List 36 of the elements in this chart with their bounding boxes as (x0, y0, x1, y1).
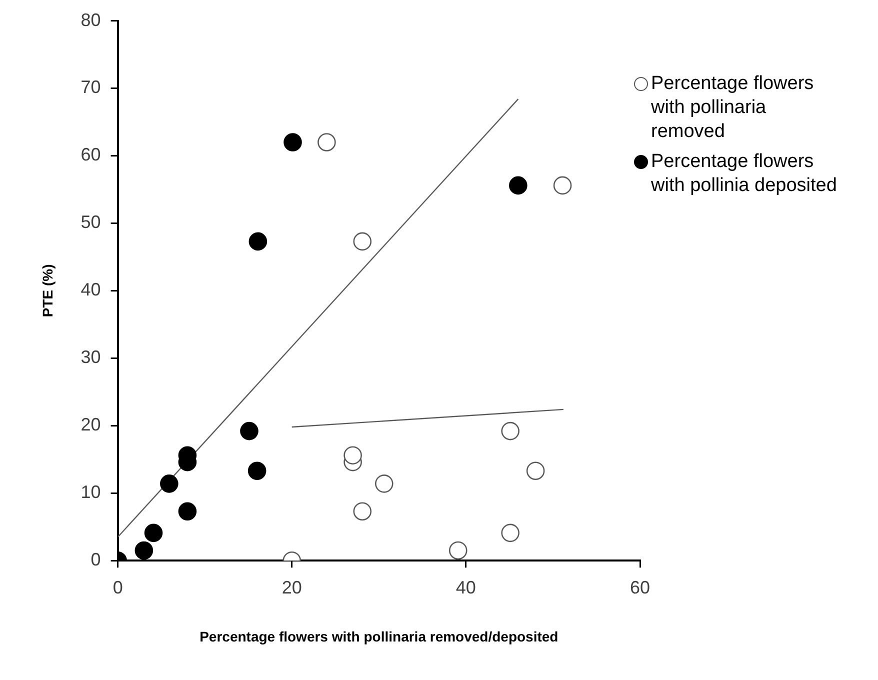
point (134, 541, 154, 560)
point (240, 422, 258, 440)
x-tick-label: 60 (630, 577, 650, 598)
point (284, 133, 302, 152)
point (353, 502, 372, 520)
point (248, 462, 266, 480)
point (448, 541, 468, 560)
x-tick-label: 20 (282, 577, 302, 598)
y-tick-label: 20 (80, 414, 101, 435)
x-tick-label: 40 (456, 577, 476, 598)
y-tick-label: 80 (80, 10, 101, 30)
y-tick-label: 30 (80, 347, 101, 368)
y-tick-label: 10 (80, 482, 101, 502)
y-tick-label: 0 (90, 550, 101, 570)
x-tick-label: 0 (112, 577, 123, 598)
point (178, 502, 197, 520)
point (501, 524, 520, 542)
point (353, 232, 372, 251)
y-tick-label: 70 (80, 77, 101, 98)
point (553, 176, 572, 195)
legend-label: Percentage flowers with pollinia deposited (651, 150, 838, 198)
y-tick-label: 40 (80, 280, 101, 300)
y-axis-title: PTE (%) (39, 264, 56, 318)
x-axis-title: Percentage flowers with pollinaria removed/deposited (200, 628, 558, 644)
point (248, 232, 268, 251)
point (160, 474, 178, 493)
point (509, 176, 528, 195)
point (318, 133, 336, 152)
y-tick-label: 60 (80, 144, 101, 165)
y-tick-label: 50 (80, 212, 101, 232)
legend-label: Percentage flowers with pollinaria removed (651, 72, 815, 144)
point (374, 474, 394, 493)
point (344, 446, 362, 464)
point (144, 524, 163, 542)
point (526, 462, 545, 480)
point (501, 422, 520, 440)
